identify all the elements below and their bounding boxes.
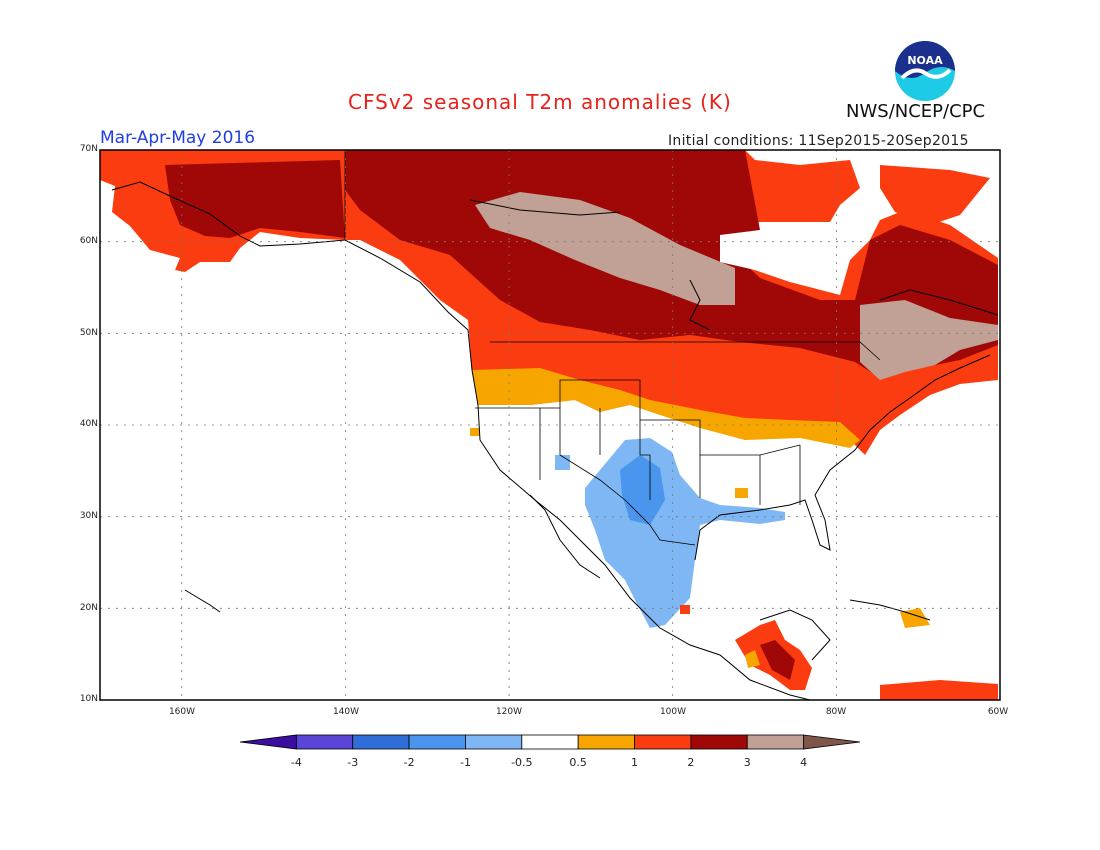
colorbar-label: 2 bbox=[687, 756, 695, 769]
colorbar-label: 0.5 bbox=[569, 756, 587, 769]
colorbar-label: 1 bbox=[631, 756, 639, 769]
lon-label-120w: 120W bbox=[495, 707, 523, 717]
map-title: CFSv2 seasonal T2m anomalies (K) bbox=[348, 90, 732, 114]
colorbar-label: -3 bbox=[347, 756, 359, 769]
lat-label-60n: 60N bbox=[79, 236, 98, 246]
lon-label-100w: 100W bbox=[659, 707, 687, 717]
colorbar-label: 3 bbox=[743, 756, 751, 769]
lon-label-140w: 140W bbox=[332, 707, 360, 717]
lat-label-30n: 30N bbox=[79, 511, 98, 521]
logo-text: NOAA bbox=[907, 54, 943, 67]
borders bbox=[344, 150, 881, 546]
graticule bbox=[100, 150, 1000, 700]
lat-label-20n: 20N bbox=[79, 603, 98, 613]
lon-label-60w: 60W bbox=[987, 707, 1009, 717]
lat-label-50n: 50N bbox=[79, 328, 98, 338]
lon-label-160w: 160W bbox=[168, 707, 196, 717]
colorbar-label: -2 bbox=[403, 756, 415, 769]
lat-label-40n: 40N bbox=[79, 419, 98, 429]
colorbar-label: -0.5 bbox=[511, 756, 533, 769]
forecast-period-label: Mar-Apr-May 2016 bbox=[100, 128, 256, 148]
noaa-logo-icon: NOAA bbox=[895, 41, 955, 101]
lon-label-80w: 80W bbox=[825, 707, 847, 717]
colorbar-label: -4 bbox=[290, 756, 302, 769]
colorbar-label: 4 bbox=[800, 756, 808, 769]
lat-label-10n: 10N bbox=[79, 694, 98, 704]
colorbar-label: -1 bbox=[459, 756, 471, 769]
organization-label: NWS/NCEP/CPC bbox=[846, 101, 986, 122]
coastlines bbox=[111, 181, 999, 700]
anomaly-field bbox=[100, 150, 1000, 700]
map-frame bbox=[99, 149, 1001, 701]
initial-conditions-label: Initial conditions: 11Sep2015-20Sep2015 bbox=[668, 133, 969, 149]
lat-label-70n: 70N bbox=[79, 144, 98, 154]
